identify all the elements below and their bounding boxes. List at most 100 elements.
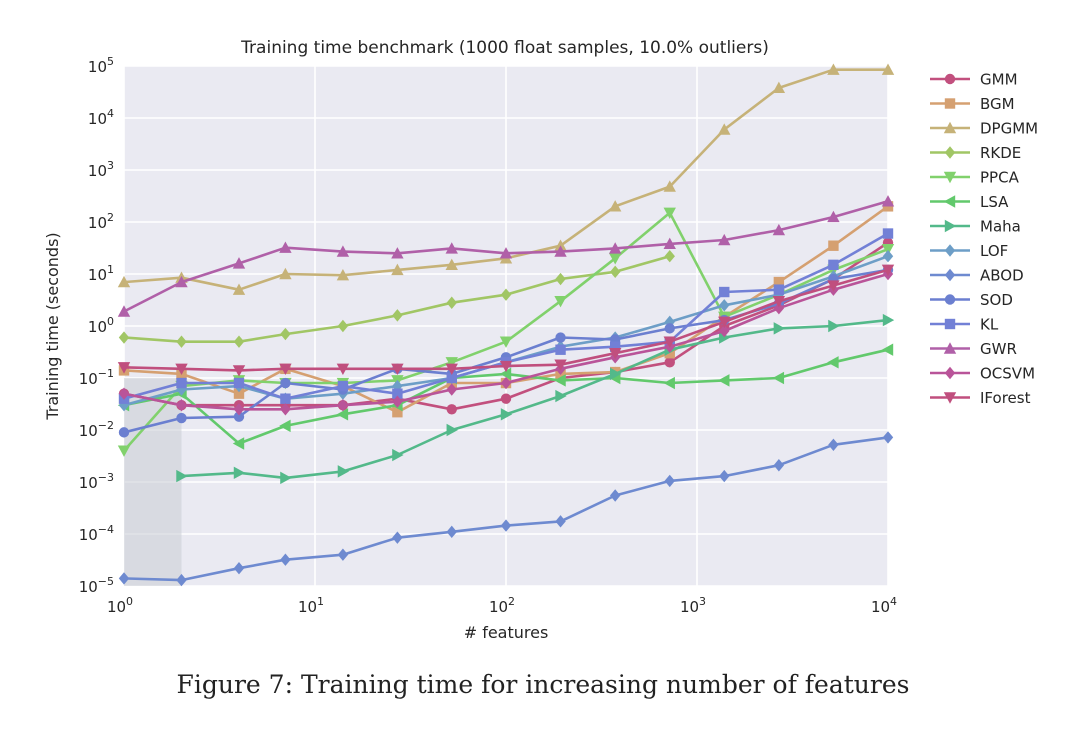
point-lsa (827, 356, 839, 369)
point-ppca (499, 336, 513, 348)
point-iforest (772, 295, 786, 308)
variance-band (124, 378, 182, 586)
point-gmm (446, 404, 457, 415)
legend-marker-abod (944, 268, 956, 282)
point-bgm (773, 276, 785, 288)
point-maha (828, 319, 840, 333)
point-gwr (279, 241, 292, 253)
legend-marker-ocsvm (944, 366, 956, 380)
point-gmm (500, 393, 512, 404)
point-rkde (233, 335, 245, 348)
series-layer (117, 63, 895, 587)
point-gwr (117, 305, 131, 317)
point-kl (773, 284, 785, 295)
point-gwr (554, 245, 567, 257)
point-bgm (392, 406, 403, 418)
point-kl (176, 377, 187, 389)
point-dpgmm (117, 275, 131, 288)
point-maha (392, 448, 404, 462)
y-tick-label: 103 (88, 159, 114, 180)
point-abod (176, 573, 187, 587)
x-tick-label: 101 (298, 595, 324, 616)
point-gwr (881, 195, 895, 207)
point-ocsvm (500, 376, 512, 390)
point-abod (828, 438, 839, 451)
point-sod (664, 323, 675, 334)
point-maha (609, 367, 622, 381)
legend-marker-ppca (943, 171, 957, 184)
point-abod (500, 519, 512, 532)
point-ocsvm (446, 383, 457, 396)
y-tick-label: 104 (88, 107, 114, 128)
legend-label-maha: Maha (980, 218, 1021, 236)
point-iforest (881, 264, 895, 277)
point-abod (664, 474, 675, 488)
y-axis-label: Training time (seconds) (43, 232, 62, 420)
point-ocsvm (773, 301, 785, 315)
point-lsa (772, 371, 785, 385)
point-lsa (663, 376, 675, 390)
point-kl (555, 344, 566, 355)
legend-item-gmm: GMM (930, 71, 1018, 89)
point-kl (233, 377, 245, 389)
point-iforest (391, 363, 404, 376)
point-abod (773, 459, 785, 472)
point-ocsvm (337, 398, 349, 412)
series-lsa (117, 343, 894, 450)
legend-item-iforest: IForest (930, 389, 1031, 407)
legend-marker-lsa (943, 195, 956, 208)
legend-marker-gmm (944, 73, 956, 85)
point-rkde (664, 249, 675, 263)
point-dpgmm (608, 200, 622, 212)
point-gwr (718, 233, 731, 246)
legend-label-gmm: GMM (980, 71, 1018, 89)
point-gwr (663, 237, 676, 250)
legend-label-lof: LOF (980, 242, 1008, 260)
point-bgm (664, 347, 675, 359)
y-tick-label: 10−5 (79, 575, 114, 596)
point-gwr (391, 247, 404, 259)
legend-item-sod: SOD (930, 291, 1013, 309)
series-maha (176, 313, 895, 485)
point-iforest (554, 359, 567, 371)
point-iforest (445, 363, 458, 376)
point-rkde (118, 331, 130, 344)
point-dpgmm (232, 283, 246, 295)
legend-label-bgm: BGM (980, 95, 1015, 113)
point-gwr (499, 247, 513, 259)
y-tick-label: 10−1 (79, 367, 114, 388)
point-ocsvm (176, 398, 187, 412)
point-gwr (336, 245, 350, 257)
point-bgm (233, 388, 245, 399)
point-rkde (337, 319, 349, 333)
point-dpgmm (718, 123, 731, 135)
legend-item-lof: LOF (930, 242, 1008, 260)
point-maha (882, 313, 895, 327)
point-abod (280, 553, 291, 566)
legend-item-rkde: RKDE (930, 144, 1021, 162)
legend-item-gwr: GWR (930, 340, 1017, 358)
legend-item-abod: ABOD (930, 267, 1024, 285)
point-ocsvm (719, 324, 730, 338)
point-kl (882, 228, 894, 239)
point-iforest (175, 363, 188, 376)
point-rkde (280, 327, 291, 341)
legend-item-maha: Maha (930, 218, 1021, 236)
point-ocsvm (392, 395, 403, 408)
point-maha (555, 389, 567, 403)
point-maha (773, 322, 786, 335)
legend-marker-rkde (944, 146, 956, 159)
point-rkde (392, 309, 403, 322)
point-dpgmm (336, 268, 350, 281)
point-ppca (554, 295, 567, 308)
y-tick-label: 102 (88, 211, 114, 232)
point-lsa (499, 367, 512, 381)
legend-item-kl: KL (930, 316, 999, 334)
point-abod (118, 572, 130, 585)
series-abod (118, 431, 894, 587)
legend-label-gwr: GWR (980, 340, 1017, 358)
point-iforest (232, 365, 246, 377)
y-tick-label: 101 (88, 263, 114, 284)
point-rkde (500, 288, 512, 301)
